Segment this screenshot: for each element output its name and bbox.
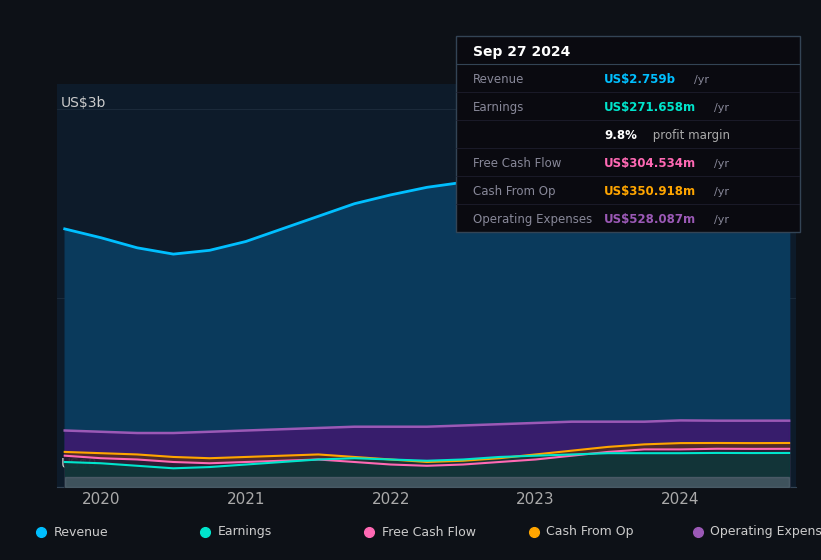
Text: US$271.658m: US$271.658m	[604, 101, 696, 114]
Text: US$528.087m: US$528.087m	[604, 213, 696, 226]
Text: US$2.759b: US$2.759b	[604, 73, 676, 86]
Text: Earnings: Earnings	[218, 525, 272, 539]
Text: Free Cash Flow: Free Cash Flow	[382, 525, 475, 539]
Text: Free Cash Flow: Free Cash Flow	[473, 157, 562, 170]
Text: Operating Expenses: Operating Expenses	[710, 525, 821, 539]
Text: 9.8%: 9.8%	[604, 129, 637, 142]
Text: US$0: US$0	[62, 457, 98, 471]
Text: Revenue: Revenue	[53, 525, 108, 539]
Text: Cash From Op: Cash From Op	[473, 185, 555, 198]
Text: Sep 27 2024: Sep 27 2024	[473, 45, 571, 59]
Text: profit margin: profit margin	[649, 129, 730, 142]
Text: US$3b: US$3b	[62, 96, 107, 110]
Text: Cash From Op: Cash From Op	[546, 525, 634, 539]
Text: /yr: /yr	[713, 159, 728, 169]
Text: Operating Expenses: Operating Expenses	[473, 213, 592, 226]
Text: Revenue: Revenue	[473, 73, 525, 86]
FancyBboxPatch shape	[456, 36, 800, 232]
Text: US$350.918m: US$350.918m	[604, 185, 696, 198]
Text: /yr: /yr	[713, 215, 728, 225]
Text: /yr: /yr	[713, 103, 728, 113]
Text: /yr: /yr	[713, 187, 728, 197]
Text: /yr: /yr	[695, 75, 709, 85]
Text: US$304.534m: US$304.534m	[604, 157, 696, 170]
Text: Earnings: Earnings	[473, 101, 525, 114]
